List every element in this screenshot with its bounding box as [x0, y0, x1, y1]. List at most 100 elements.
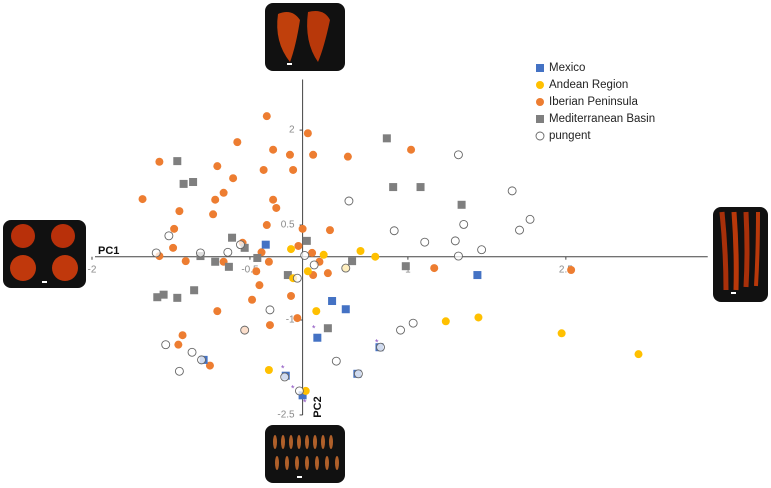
point — [248, 295, 257, 304]
point — [190, 286, 199, 295]
point — [173, 157, 182, 166]
photo-bottom — [265, 425, 345, 483]
point — [287, 245, 296, 254]
legend-marker — [536, 115, 544, 123]
point — [213, 162, 222, 171]
point — [453, 251, 463, 261]
point — [164, 231, 174, 241]
legend-label: pungent — [549, 130, 591, 142]
y-tick-label: 2 — [289, 125, 295, 136]
point — [138, 195, 147, 204]
point — [259, 165, 268, 174]
point — [430, 264, 439, 273]
point — [313, 333, 322, 342]
point — [341, 305, 350, 314]
point — [261, 240, 270, 249]
point — [213, 307, 222, 316]
point — [240, 325, 250, 335]
point — [396, 325, 405, 335]
point — [280, 372, 290, 382]
point — [197, 355, 206, 365]
svg-text:*: * — [375, 337, 379, 347]
point — [187, 347, 197, 357]
point — [303, 267, 312, 276]
point — [408, 318, 418, 328]
point — [371, 252, 380, 261]
point — [302, 236, 311, 245]
point — [155, 157, 164, 166]
point — [262, 112, 271, 121]
y-tick-label: -1 — [286, 315, 295, 326]
point — [441, 317, 450, 326]
point — [262, 221, 271, 230]
point — [293, 314, 302, 323]
point — [473, 271, 482, 280]
point — [223, 247, 233, 257]
point — [175, 207, 184, 216]
point — [353, 369, 363, 379]
svg-text:*: * — [303, 397, 307, 407]
point — [255, 281, 264, 290]
point — [269, 145, 278, 154]
point — [233, 138, 242, 147]
point — [283, 271, 292, 280]
point — [453, 150, 463, 160]
point — [450, 236, 460, 246]
point — [264, 366, 273, 375]
point — [240, 243, 249, 252]
asterisks: * * * * * — [281, 323, 379, 407]
point — [420, 237, 430, 247]
point — [265, 321, 274, 330]
point — [348, 257, 357, 266]
point — [525, 214, 535, 224]
point — [477, 245, 487, 255]
point — [319, 250, 328, 259]
photo-left — [3, 220, 86, 288]
point — [343, 152, 352, 161]
point — [173, 293, 182, 302]
point — [174, 366, 184, 376]
point — [170, 224, 179, 233]
svg-text:*: * — [281, 363, 285, 373]
legend-marker — [535, 131, 545, 141]
x-tick-label: 2.5 — [559, 264, 573, 275]
point — [308, 248, 317, 257]
point — [211, 195, 220, 204]
point — [303, 129, 312, 138]
point — [382, 134, 391, 143]
point — [178, 331, 187, 340]
point — [224, 262, 233, 271]
point — [416, 183, 425, 192]
point — [161, 340, 171, 350]
point — [287, 291, 296, 300]
point — [209, 210, 218, 219]
point — [474, 313, 483, 322]
point — [309, 150, 318, 159]
point — [265, 305, 275, 315]
point — [269, 195, 278, 204]
point — [219, 188, 228, 197]
point — [181, 257, 190, 266]
point — [294, 386, 304, 396]
point — [174, 340, 183, 349]
svg-text:*: * — [312, 323, 316, 333]
point — [389, 183, 398, 192]
point — [298, 224, 307, 233]
point — [151, 248, 161, 258]
x-tick-label: -2 — [88, 264, 97, 275]
y-tick-label: -2.5 — [277, 410, 295, 421]
point — [298, 391, 307, 400]
point — [153, 293, 162, 302]
point — [325, 226, 334, 235]
point — [169, 243, 178, 252]
point — [196, 248, 205, 258]
legend-label: Andean Region — [549, 79, 628, 91]
point — [356, 247, 365, 256]
point — [457, 200, 466, 209]
point — [252, 267, 261, 276]
y-axis-label: PC2 — [312, 396, 324, 417]
point — [289, 165, 298, 174]
point — [309, 260, 319, 270]
svg-text:*: * — [291, 383, 295, 393]
